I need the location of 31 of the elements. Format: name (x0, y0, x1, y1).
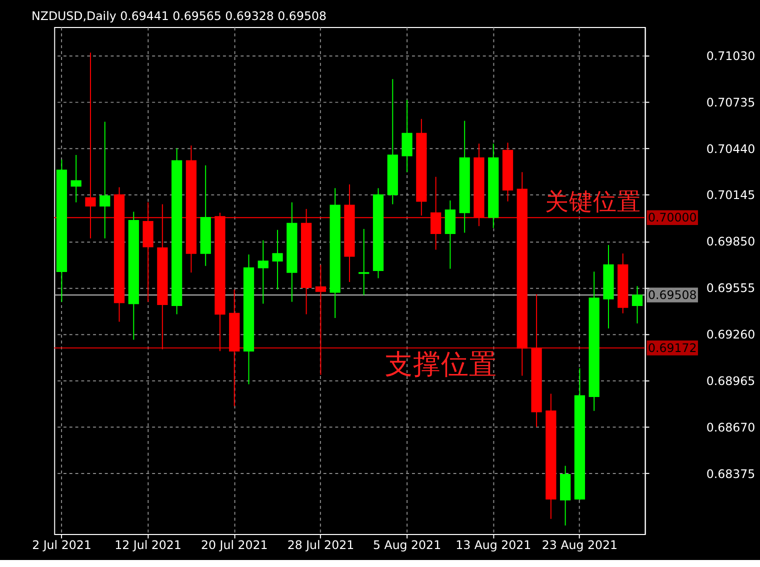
y-tick-label: 0.68670 (706, 420, 756, 434)
candlestick (272, 229, 283, 290)
y-tick-label: 0.70735 (706, 95, 756, 110)
x-tick-label: 28 Jul 2021 (287, 538, 354, 552)
chart-title: NZDUSD,Daily 0.69441 0.69565 0.69328 0.69508 (32, 9, 326, 24)
annotation: 关键位置 (544, 188, 641, 216)
y-tick-label: 0.71030 (706, 48, 756, 63)
x-tick-label: 2 Jul 2021 (32, 538, 92, 552)
y-tick-label: 0.70145 (706, 188, 756, 202)
candlestick (70, 154, 82, 203)
y-tick-label: 0.68965 (706, 374, 756, 388)
candlestick (402, 100, 412, 173)
candlestick (358, 228, 370, 296)
y-tick-label: 0.70440 (706, 142, 756, 156)
x-tick-label: 20 Jul 2021 (200, 538, 268, 552)
candlestick (444, 200, 456, 270)
annotation: 支撑位置 (385, 348, 498, 381)
x-tick-label: 5 Aug 2021 (373, 538, 442, 552)
y-tick-label: 0.69850 (706, 234, 756, 249)
x-tick-label: 12 Jul 2021 (114, 538, 182, 552)
x-tick-label: 13 Aug 2021 (456, 538, 532, 552)
y-tick-label: 0.69555 (706, 281, 756, 296)
y-tick-label: 0.69260 (706, 328, 756, 342)
ref-line-label: 0.69508 (648, 288, 697, 302)
y-tick-label: 0.68375 (706, 466, 756, 481)
candlestick (632, 286, 643, 324)
ref-line-label: 0.70000 (648, 210, 697, 225)
ref-line-label: 0.69172 (648, 340, 697, 355)
candlestick (258, 240, 268, 304)
x-tick-label: 23 Aug 2021 (542, 538, 618, 552)
candlestick (100, 121, 110, 239)
